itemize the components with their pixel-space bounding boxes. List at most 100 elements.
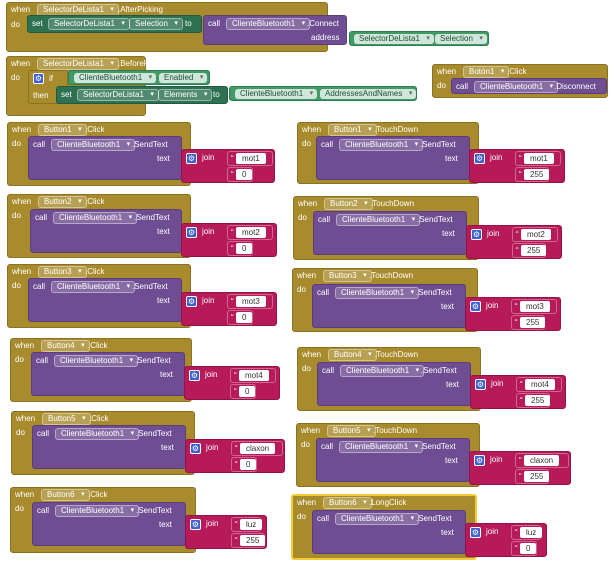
property-dropdown[interactable]: Enabled bbox=[159, 73, 208, 83]
component-dropdown[interactable]: Button6 bbox=[323, 497, 372, 509]
gear-icon[interactable]: ⚙ bbox=[186, 296, 197, 307]
property-dropdown[interactable]: Selection bbox=[129, 18, 183, 30]
string-value[interactable]: 255 bbox=[520, 317, 546, 328]
string-block[interactable]: “ 255 bbox=[515, 469, 550, 484]
component-dropdown[interactable]: SelectorDeLista1 bbox=[77, 89, 159, 101]
gear-icon[interactable]: ⚙ bbox=[186, 227, 197, 238]
string-block[interactable]: “ 255 bbox=[515, 167, 550, 182]
string-block[interactable]: “ luz bbox=[511, 525, 543, 540]
string-block[interactable]: “ claxon bbox=[515, 453, 569, 468]
property-dropdown[interactable]: AddressesAndNames bbox=[320, 89, 417, 99]
string-block[interactable]: “ mot2 bbox=[512, 227, 558, 242]
property-dropdown[interactable]: Selection bbox=[435, 34, 487, 44]
call-sendtext-block[interactable]: call ClienteBluetooth1 .SendText text bbox=[32, 502, 186, 546]
component-dropdown[interactable]: Button2 bbox=[324, 198, 373, 210]
join-block[interactable]: ⚙ join “ claxon “ 0 bbox=[185, 439, 285, 473]
string-block[interactable]: “ luz bbox=[231, 517, 263, 532]
string-value[interactable]: mot2 bbox=[521, 229, 551, 240]
string-block[interactable]: “ 0 bbox=[227, 310, 253, 325]
string-block[interactable]: “ mot3 bbox=[227, 294, 273, 309]
component-dropdown[interactable]: ClienteBluetooth1 bbox=[54, 355, 139, 367]
string-block[interactable]: “ claxon bbox=[231, 441, 283, 456]
string-block[interactable]: “ 0 bbox=[227, 241, 253, 256]
string-block[interactable]: “ mot4 bbox=[230, 368, 276, 383]
gear-icon[interactable]: ⚙ bbox=[189, 370, 200, 381]
component-dropdown[interactable]: ClienteBluetooth1 bbox=[55, 428, 140, 440]
call-sendtext-block[interactable]: call ClienteBluetooth1 .SendText text bbox=[31, 352, 185, 396]
join-block[interactable]: ⚙ join “ mot2 “ 255 bbox=[466, 225, 562, 259]
join-block[interactable]: ⚙ join “ mot3 “ 0 bbox=[181, 292, 277, 326]
string-block[interactable]: “ 0 bbox=[231, 457, 257, 472]
component-dropdown[interactable]: Botón1 bbox=[463, 66, 510, 78]
call-sendtext-block[interactable]: call ClienteBluetooth1 .SendText text bbox=[30, 209, 182, 253]
component-dropdown[interactable]: Button5 bbox=[327, 425, 376, 437]
string-block[interactable]: “ 255 bbox=[516, 393, 551, 408]
string-block[interactable]: “ 0 bbox=[511, 541, 537, 556]
string-value[interactable]: 0 bbox=[236, 169, 253, 180]
gear-icon[interactable]: ⚙ bbox=[474, 455, 485, 466]
gear-icon[interactable]: ⚙ bbox=[470, 527, 481, 538]
call-sendtext-block[interactable]: call ClienteBluetooth1 .SendText text bbox=[317, 362, 471, 406]
component-dropdown[interactable]: SelectorDeLista1 bbox=[354, 34, 434, 44]
component-dropdown[interactable]: Button2 bbox=[38, 196, 87, 208]
gear-icon[interactable]: ⚙ bbox=[474, 153, 485, 164]
get-enabled-block[interactable]: ClienteBluetooth1 Enabled bbox=[68, 70, 210, 85]
join-block[interactable]: ⚙ join “ claxon “ 255 bbox=[469, 451, 571, 485]
component-dropdown[interactable]: ClienteBluetooth1 bbox=[335, 287, 420, 299]
gear-icon[interactable]: ⚙ bbox=[186, 153, 197, 164]
gear-icon[interactable]: ⚙ bbox=[33, 73, 44, 84]
string-value[interactable]: 0 bbox=[240, 459, 257, 470]
string-value[interactable]: mot1 bbox=[524, 153, 554, 164]
string-value[interactable]: mot3 bbox=[236, 296, 266, 307]
component-dropdown[interactable]: ClienteBluetooth1 bbox=[339, 139, 424, 151]
gear-icon[interactable]: ⚙ bbox=[471, 229, 482, 240]
string-block[interactable]: “ mot4 bbox=[516, 377, 562, 392]
property-dropdown[interactable]: Elements bbox=[158, 89, 213, 101]
string-value[interactable]: 255 bbox=[524, 471, 550, 482]
string-value[interactable]: claxon bbox=[524, 455, 560, 466]
component-dropdown[interactable]: SelectorDeLista1 bbox=[48, 18, 130, 30]
gear-icon[interactable]: ⚙ bbox=[190, 519, 201, 530]
string-value[interactable]: mot4 bbox=[525, 379, 555, 390]
string-value[interactable]: 0 bbox=[236, 243, 253, 254]
string-value[interactable]: 255 bbox=[524, 169, 550, 180]
call-sendtext-block[interactable]: call ClienteBluetooth1 .SendText text bbox=[32, 425, 186, 469]
component-dropdown[interactable]: Button6 bbox=[41, 489, 90, 501]
component-dropdown[interactable]: ClienteBluetooth1 bbox=[339, 441, 424, 453]
string-value[interactable]: claxon bbox=[240, 443, 276, 454]
string-value[interactable]: 255 bbox=[240, 535, 266, 546]
component-dropdown[interactable]: ClienteBluetooth1 bbox=[336, 214, 421, 226]
set-elements-block[interactable]: set SelectorDeLista1 Elements to bbox=[56, 86, 228, 104]
join-block[interactable]: ⚙ join “ mot3 “ 255 bbox=[465, 297, 561, 331]
set-selection-block[interactable]: set SelectorDeLista1 Selection to bbox=[27, 15, 202, 33]
string-value[interactable]: 0 bbox=[239, 386, 256, 397]
gear-icon[interactable]: ⚙ bbox=[475, 379, 486, 390]
string-block[interactable]: “ 255 bbox=[512, 243, 547, 258]
join-block[interactable]: ⚙ join “ mot4 “ 255 bbox=[470, 375, 566, 409]
component-dropdown[interactable]: Button4 bbox=[41, 340, 90, 352]
join-block[interactable]: ⚙ join “ mot1 “ 255 bbox=[469, 149, 565, 183]
string-value[interactable]: 0 bbox=[236, 312, 253, 323]
string-value[interactable]: mot4 bbox=[239, 370, 269, 381]
string-block[interactable]: “ 0 bbox=[230, 384, 256, 399]
string-block[interactable]: “ mot2 bbox=[227, 225, 273, 240]
component-dropdown[interactable]: Button5 bbox=[42, 413, 91, 425]
component-dropdown[interactable]: Button3 bbox=[323, 270, 372, 282]
join-block[interactable]: ⚙ join “ luz “ 0 bbox=[465, 523, 547, 557]
component-dropdown[interactable]: Button3 bbox=[38, 266, 87, 278]
call-sendtext-block[interactable]: call ClienteBluetooth1 .SendText text bbox=[28, 278, 182, 322]
join-block[interactable]: ⚙ join “ luz “ 255 bbox=[185, 515, 267, 549]
string-value[interactable]: mot1 bbox=[236, 153, 266, 164]
string-value[interactable]: mot3 bbox=[520, 301, 550, 312]
gear-icon[interactable]: ⚙ bbox=[470, 301, 481, 312]
call-disconnect-block[interactable]: call ClienteBluetooth1 .Disconnect bbox=[451, 78, 607, 94]
string-value[interactable]: luz bbox=[240, 519, 263, 530]
call-sendtext-block[interactable]: call ClienteBluetooth1 .SendText text bbox=[313, 211, 467, 255]
component-dropdown[interactable]: ClienteBluetooth1 bbox=[51, 139, 136, 151]
component-dropdown[interactable]: ClienteBluetooth1 bbox=[74, 73, 157, 83]
get-addresses-block[interactable]: ClienteBluetooth1 AddressesAndNames bbox=[229, 86, 417, 101]
call-sendtext-block[interactable]: call ClienteBluetooth1 .SendText text bbox=[28, 136, 182, 180]
call-sendtext-block[interactable]: call ClienteBluetooth1 .SendText text bbox=[312, 284, 466, 328]
component-dropdown[interactable]: Button4 bbox=[328, 349, 377, 361]
join-block[interactable]: ⚙ join “ mot1 “ 0 bbox=[181, 149, 275, 183]
